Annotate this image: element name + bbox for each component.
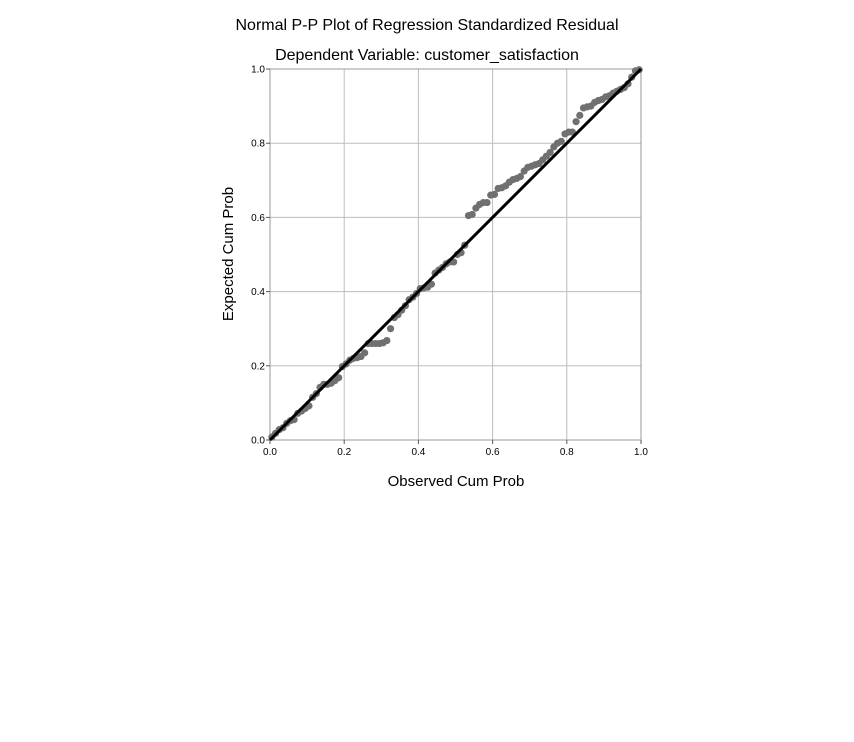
x-tick-label: 0.2 [337, 447, 351, 458]
x-axis-title: Observed Cum Prob [388, 473, 525, 490]
reference-line [268, 67, 643, 442]
data-point [546, 148, 554, 157]
plot-frame [269, 68, 642, 441]
y-tick-label: 0.8 [251, 139, 265, 150]
data-point [335, 374, 343, 382]
data-point [490, 190, 499, 198]
chart-title: Normal P-P Plot of Regression Standardiz… [235, 17, 618, 34]
data-point [572, 118, 580, 126]
data-point [386, 325, 395, 333]
y-tick-label: 0.6 [251, 213, 265, 224]
y-axis-title: Expected Cum Prob [220, 187, 237, 321]
chart-subtitle: Dependent Variable: customer_satisfactio… [275, 47, 579, 64]
data-point [383, 336, 391, 345]
data-point [361, 349, 369, 357]
y-tick-label: 1.0 [251, 65, 265, 76]
data-point [576, 111, 584, 119]
data-point [483, 198, 491, 207]
x-tick-label: 0.6 [486, 447, 500, 458]
y-tick-label: 0.0 [251, 436, 265, 447]
data-point [468, 210, 476, 219]
y-tick-label: 0.2 [251, 361, 265, 372]
x-tick-label: 1.0 [634, 447, 648, 458]
x-tick-label: 0.8 [560, 447, 574, 458]
data-point [557, 137, 565, 145]
x-tick-label: 0.0 [263, 447, 277, 458]
y-tick-label: 0.4 [251, 287, 265, 298]
data-point [516, 172, 525, 181]
plot-area: 0.0 0.2 0.4 0.6 0.8 1.0 0.0 0.2 0.4 0.6 0.8 1.0 [251, 65, 648, 459]
x-tick-label: 0.4 [411, 447, 425, 458]
